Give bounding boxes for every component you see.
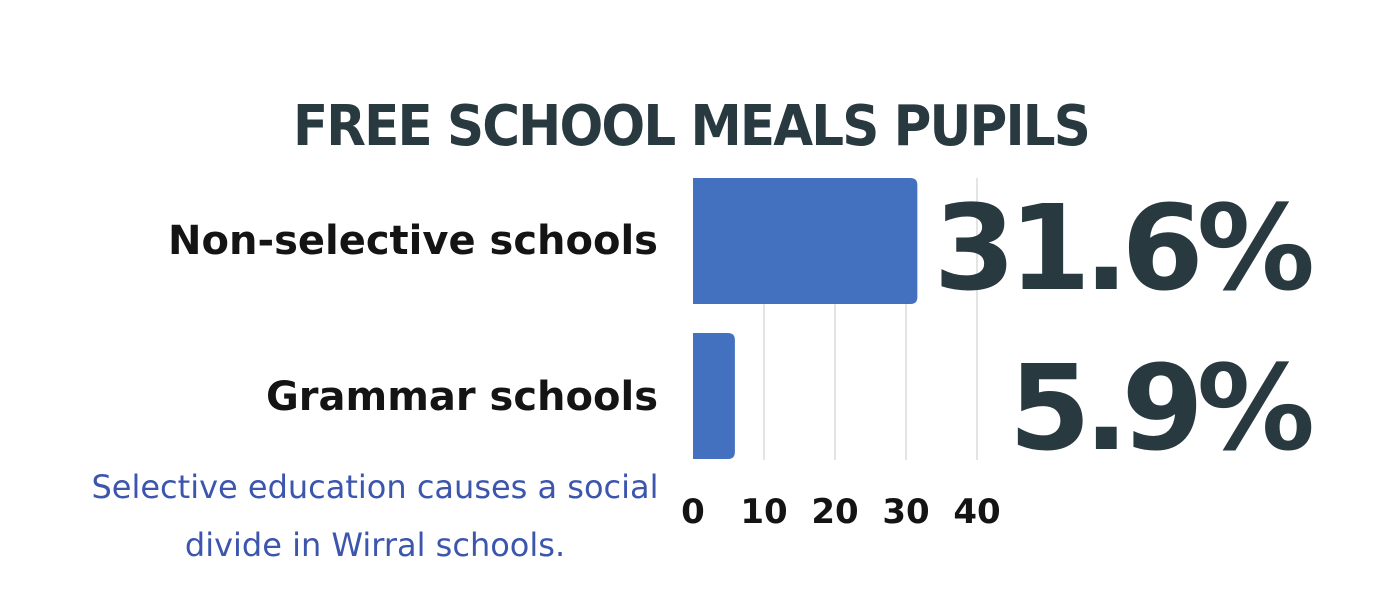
value-label-non-selective: 31.6% <box>933 179 1315 317</box>
x-tick-label: 40 <box>953 492 1000 532</box>
bar-grammar <box>693 333 735 459</box>
chart-title: FREE SCHOOL MEALS PUPILS <box>292 94 1091 159</box>
x-tick-label: 10 <box>740 492 787 532</box>
annotation-caption: Selective education causes a social divi… <box>91 468 659 564</box>
x-tick-label: 20 <box>811 492 858 532</box>
x-tick-label: 30 <box>882 492 929 532</box>
x-tick-label: 0 <box>681 492 705 532</box>
value-label-grammar: 5.9% <box>1008 339 1315 477</box>
x-axis-ticks: 0 10 20 30 40 <box>681 492 1001 532</box>
bars <box>693 178 918 459</box>
category-label-grammar: Grammar schools <box>265 374 658 420</box>
bar-non-selective <box>693 178 918 304</box>
category-label-non-selective: Non-selective schools <box>168 218 658 264</box>
